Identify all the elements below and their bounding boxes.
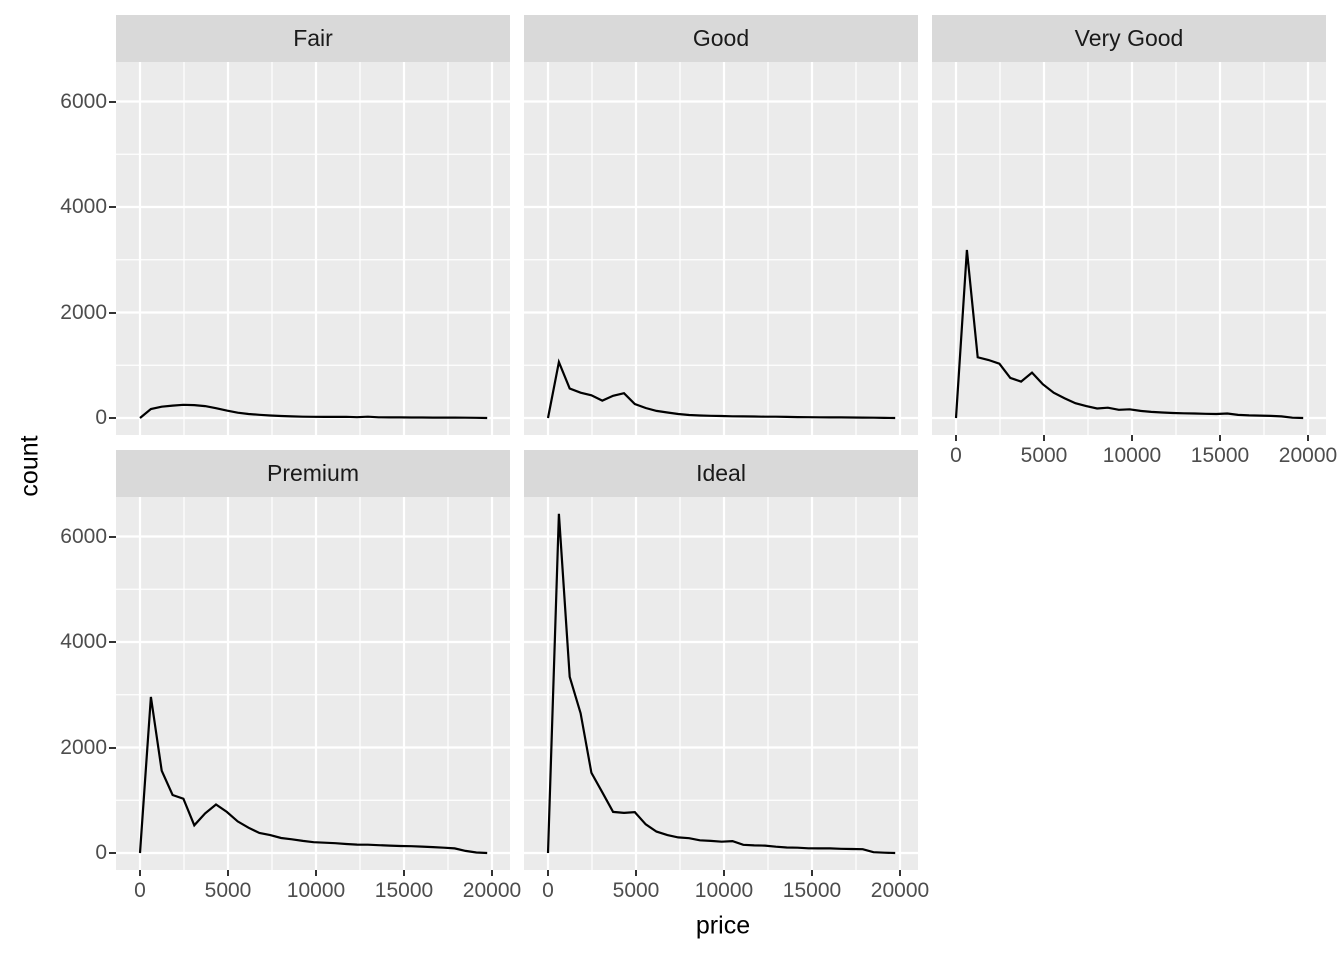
- x-tick-mark: [315, 870, 317, 876]
- panel-background: [524, 497, 918, 870]
- x-tick-label: 5000: [1020, 444, 1068, 467]
- x-tick-mark: [635, 870, 637, 876]
- y-tick-label: 0: [95, 406, 107, 429]
- facet-strip-label: Good: [692, 25, 750, 51]
- x-tick-label: 5000: [204, 879, 252, 902]
- facet-panel-fair: [116, 62, 510, 435]
- frequency-polygon-line: [546, 358, 896, 420]
- x-tick-mark: [403, 870, 405, 876]
- x-tick-mark: [723, 870, 725, 876]
- y-tick-label: 2000: [60, 300, 107, 324]
- x-tick-mark: [139, 870, 141, 876]
- x-tick-label: 15000: [782, 879, 842, 902]
- y-tick-mark: [109, 311, 116, 314]
- x-tick-label: 10000: [286, 879, 346, 902]
- x-tick-mark: [1219, 435, 1221, 441]
- y-tick-label: 6000: [60, 524, 107, 548]
- x-tick-label: 20000: [462, 879, 522, 902]
- y-axis-title: count: [15, 435, 44, 497]
- x-tick-label: 20000: [870, 879, 930, 902]
- x-tick-mark: [955, 435, 957, 441]
- facet-strip-good: Good: [524, 15, 918, 62]
- y-tick-label: 4000: [60, 195, 107, 218]
- y-tick-mark: [109, 100, 116, 103]
- x-tick-mark: [1131, 435, 1133, 441]
- x-tick-mark: [547, 870, 549, 876]
- frequency-polygon-line: [954, 249, 1304, 420]
- y-tick-label: 6000: [60, 89, 107, 113]
- x-tick-mark: [1043, 435, 1045, 441]
- y-tick-mark: [109, 417, 116, 419]
- facet-strip-ideal: Ideal: [524, 450, 918, 497]
- x-tick-label: 0: [542, 879, 554, 902]
- panel-background: [524, 62, 918, 435]
- y-tick-label: 0: [95, 841, 107, 864]
- x-tick-mark: [811, 870, 813, 876]
- x-axis-title: price: [695, 911, 751, 940]
- y-tick-mark: [109, 535, 116, 538]
- panel-background: [116, 497, 510, 870]
- x-tick-label: 0: [134, 879, 146, 902]
- y-tick-label: 2000: [60, 735, 107, 759]
- x-tick-mark: [1307, 435, 1309, 441]
- frequency-polygon-line: [546, 513, 896, 855]
- x-tick-label: 15000: [374, 879, 434, 902]
- x-tick-mark: [227, 870, 229, 876]
- y-tick-label: 4000: [60, 630, 107, 653]
- facet-panel-ideal: [524, 497, 918, 870]
- panel-background: [932, 62, 1326, 435]
- facet-strip-label: Very Good: [1074, 25, 1184, 51]
- facet-strip-very-good: Very Good: [932, 15, 1326, 62]
- facet-panel-premium: [116, 497, 510, 870]
- x-tick-label: 10000: [1102, 444, 1162, 467]
- facet-strip-fair: Fair: [116, 15, 510, 62]
- facet-strip-label: Premium: [266, 460, 359, 486]
- facet-strip-premium: Premium: [116, 450, 510, 497]
- y-tick-mark: [109, 206, 116, 208]
- facet-strip-label: Fair: [293, 25, 333, 51]
- x-tick-label: 15000: [1190, 444, 1250, 467]
- y-tick-mark: [109, 746, 116, 749]
- x-tick-mark: [491, 870, 493, 876]
- facet-panel-very-good: [932, 62, 1326, 435]
- panel-background: [116, 62, 510, 435]
- frequency-polygon-line: [139, 403, 488, 420]
- x-tick-label: 5000: [612, 879, 660, 902]
- facet-panel-good: [524, 62, 918, 435]
- x-tick-label: 10000: [694, 879, 754, 902]
- y-tick-mark: [109, 852, 116, 854]
- x-tick-label: 20000: [1278, 444, 1338, 467]
- x-tick-label: 0: [950, 444, 962, 467]
- y-tick-mark: [109, 641, 116, 643]
- x-tick-mark: [899, 870, 901, 876]
- frequency-polygon-line: [138, 696, 488, 855]
- facet-strip-label: Ideal: [696, 460, 746, 486]
